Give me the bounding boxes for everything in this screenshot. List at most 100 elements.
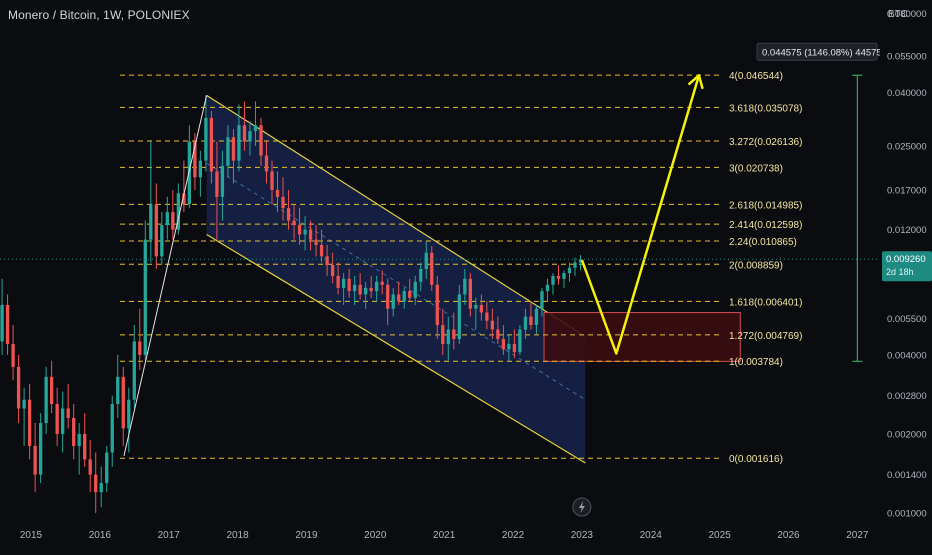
- candle-body: [165, 212, 169, 226]
- candle-body: [578, 259, 583, 263]
- candle: [248, 121, 252, 156]
- candle: [66, 383, 70, 429]
- candle-body: [452, 329, 456, 339]
- candle-body: [72, 418, 76, 446]
- candle: [55, 387, 59, 446]
- candle-body: [187, 141, 192, 205]
- candle-body: [259, 125, 263, 156]
- candle: [226, 125, 230, 178]
- candle: [253, 101, 258, 147]
- axis-unit-label: BTC: [888, 9, 908, 20]
- candle-body: [303, 229, 307, 235]
- candle: [512, 329, 517, 358]
- candle: [490, 308, 495, 339]
- candle: [408, 278, 412, 302]
- target-zone-layer: [543, 312, 741, 362]
- candle-body: [457, 294, 461, 339]
- candle: [204, 95, 208, 172]
- target-zone-box: [543, 312, 741, 362]
- candle: [364, 281, 368, 309]
- candle: [397, 281, 401, 305]
- candle: [341, 273, 346, 305]
- candle-body: [231, 137, 236, 161]
- candle-body: [507, 344, 511, 350]
- candle-body: [397, 294, 401, 302]
- candle: [529, 301, 533, 330]
- time-tick-label: 2017: [158, 530, 181, 541]
- candle: [138, 308, 142, 371]
- candle-body: [479, 304, 484, 313]
- candle: [105, 445, 109, 493]
- candle: [220, 150, 225, 221]
- candle-body: [253, 125, 258, 132]
- time-tick-label: 2015: [20, 530, 43, 541]
- price-tick-label: 0.080000: [887, 9, 927, 20]
- price-tick-label: 0.002000: [887, 429, 927, 440]
- candle: [457, 284, 461, 345]
- candle-body: [138, 341, 142, 355]
- candle: [551, 273, 555, 295]
- candle-body: [413, 281, 417, 298]
- candle: [61, 391, 65, 453]
- price-tick-label: 0.040000: [887, 88, 927, 99]
- price-tick-label: 0.025000: [887, 142, 927, 153]
- candle-body: [286, 208, 291, 221]
- candle-body: [27, 399, 32, 446]
- candle-body: [127, 399, 131, 429]
- fib-label-3.618: 3.618(0.035078): [729, 103, 802, 114]
- candle: [518, 325, 522, 355]
- candle-body: [270, 171, 274, 190]
- candle-body: [567, 267, 572, 274]
- candle: [275, 171, 280, 213]
- candle: [347, 268, 351, 298]
- candle-body: [441, 325, 445, 345]
- candle: [468, 273, 472, 317]
- candle-body: [540, 291, 544, 309]
- candle: [154, 183, 158, 269]
- candle: [292, 204, 296, 240]
- candle-body: [83, 433, 87, 460]
- candle: [116, 354, 120, 419]
- candle: [176, 183, 181, 235]
- drawings-layer: 0.044575 (1146.08%) 44575: [123, 42, 882, 517]
- candle-body: [424, 252, 428, 269]
- candle-body: [88, 459, 92, 475]
- candle-body: [490, 320, 495, 330]
- candle-body: [275, 189, 280, 197]
- candle-body: [22, 399, 26, 409]
- candle-body: [94, 474, 98, 493]
- price-tick-label: 0.002800: [887, 391, 927, 402]
- candle: [215, 141, 219, 240]
- candle: [143, 220, 147, 361]
- candle-body: [242, 125, 247, 142]
- candle: [182, 160, 186, 213]
- time-tick-label: 2022: [502, 530, 525, 541]
- candle-body: [512, 344, 517, 353]
- candle-body: [319, 244, 324, 257]
- price-tick-label: 0.001400: [887, 470, 927, 481]
- fib-label-2: 2(0.008859): [729, 260, 783, 271]
- candle-body: [463, 278, 467, 295]
- candle: [209, 110, 214, 184]
- candle-body: [176, 193, 181, 230]
- candle: [545, 278, 550, 302]
- candle: [99, 466, 103, 508]
- candle-body: [375, 281, 379, 292]
- candle: [556, 265, 561, 285]
- candle-body: [496, 329, 500, 339]
- price-tick-label: 0.001000: [887, 508, 927, 519]
- candle-body: [369, 287, 373, 292]
- lightning-icon[interactable]: [578, 501, 585, 513]
- channel-lower-line: [206, 234, 586, 464]
- candle-body: [226, 137, 230, 166]
- candle: [303, 216, 307, 251]
- price-tick-label: 0.004000: [887, 350, 927, 361]
- candle: [94, 452, 98, 513]
- price-badge-countdown: 2d 18h: [886, 267, 914, 277]
- candle: [308, 220, 313, 251]
- candle: [496, 316, 500, 345]
- fib-label-2.414: 2.414(0.012598): [729, 220, 802, 231]
- candle-body: [110, 404, 114, 453]
